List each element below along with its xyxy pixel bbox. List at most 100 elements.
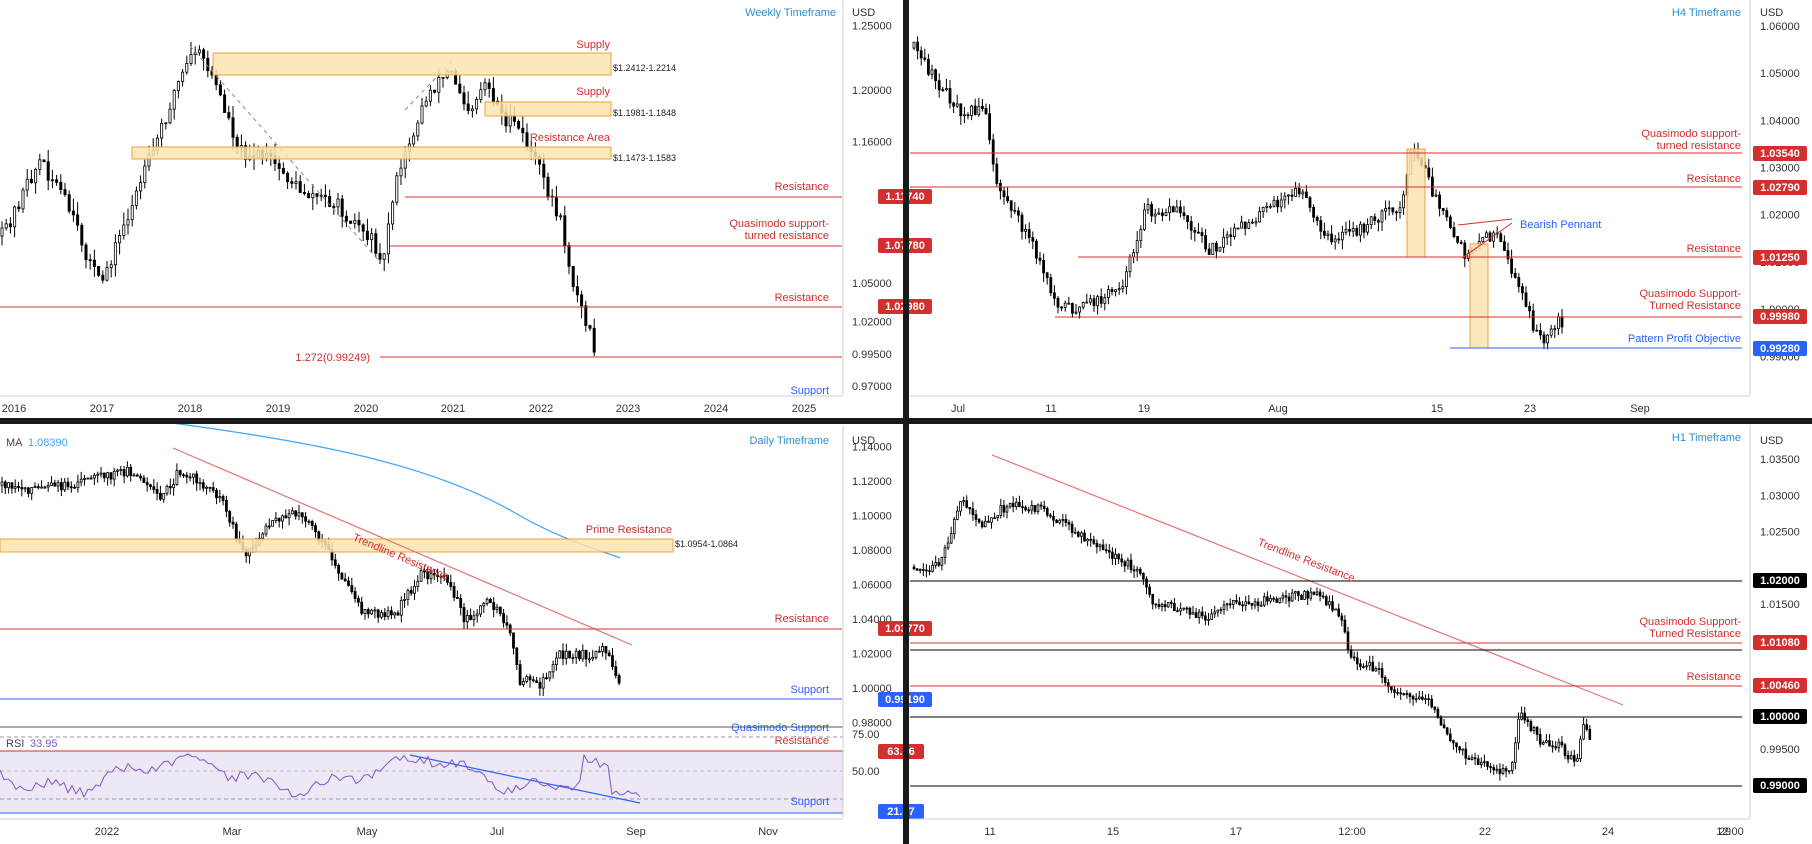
candle-body [1560, 316, 1564, 328]
candle-body [1081, 302, 1085, 308]
candle-body [541, 677, 545, 689]
candle-body [462, 607, 466, 623]
candle-body [287, 513, 291, 519]
candle-body [437, 77, 441, 93]
candle-body [1504, 768, 1508, 772]
candle-body [984, 108, 988, 115]
candle-body [337, 564, 341, 574]
daily-quasimodo-cut-label: Quasimodo Support [731, 722, 829, 734]
candle-body [1058, 519, 1062, 524]
candle-body [1456, 236, 1459, 243]
candle-body [1557, 741, 1561, 749]
candle-body [912, 41, 916, 49]
candle-body [420, 105, 424, 124]
candle-body [1511, 762, 1514, 772]
candle-body [271, 520, 275, 527]
candle-body [1359, 663, 1362, 667]
candle-body [1071, 302, 1074, 314]
daily-prime-range: $1.0954-1.0864 [675, 539, 738, 549]
candle-body [1166, 602, 1170, 608]
candle-body [1476, 758, 1480, 765]
rsi-line [0, 753, 641, 799]
candle-body [1232, 600, 1235, 605]
candle-body [126, 466, 129, 477]
candle-body [1326, 233, 1330, 236]
candle-body [1186, 215, 1189, 222]
candle-body [1373, 216, 1377, 221]
candle-body [1173, 602, 1176, 612]
h1-price-tag-5: 0.99000 [1760, 780, 1800, 792]
candle-body [1275, 598, 1279, 603]
candle-body [470, 108, 474, 112]
candle-body [409, 590, 413, 594]
candle-body [1129, 559, 1133, 571]
candle-body [1464, 748, 1468, 759]
candle-body [1101, 544, 1105, 551]
candle-body [267, 525, 271, 528]
candle-body [149, 484, 152, 488]
candle-body [965, 500, 968, 508]
candle-body [3, 481, 7, 489]
candle-body [916, 41, 919, 52]
daily-time-ticks: 2022 Mar May Jul Sep Nov [95, 826, 779, 838]
candle-body [1427, 167, 1431, 178]
daily-ma-line [149, 419, 621, 559]
candle-body [1563, 744, 1567, 756]
rsi-value: 33.95 [30, 738, 58, 750]
h1-resistance-label: Resistance [1687, 671, 1741, 683]
candle-body [1135, 568, 1139, 572]
candle-body [1452, 740, 1455, 744]
candle-body [563, 215, 567, 246]
daily-support-label: Support [790, 684, 829, 696]
candle-body [588, 658, 591, 661]
h1-price-tag-3: 1.00460 [1760, 680, 1800, 692]
candle-body [1566, 754, 1570, 760]
time-tick-label: 17 [1230, 826, 1242, 838]
candle-body [1135, 240, 1139, 254]
candle-body [436, 574, 440, 578]
candle-body [1033, 505, 1037, 512]
h4-time-ticks: Jul 11 19 Aug 15 23 Sep [951, 403, 1650, 415]
h1-price-tag-1-bg [1753, 573, 1807, 588]
candle-body [449, 581, 453, 587]
candle-body [1391, 207, 1395, 213]
candle-body [1265, 205, 1269, 208]
candle-body [1049, 277, 1053, 294]
candle-body [1588, 728, 1592, 741]
candle-body [1005, 506, 1009, 513]
price-tick-label: 1.06000 [1760, 21, 1800, 33]
candle-body [1107, 289, 1110, 299]
candle-body [959, 501, 962, 512]
candle-body [297, 512, 301, 517]
candle-body [495, 606, 499, 610]
h4-pole-zone [1406, 148, 1426, 258]
candle-body [1070, 523, 1074, 533]
candle-body [1225, 603, 1229, 606]
candle-body [1132, 252, 1135, 258]
weekly-quasimodo-label-2: turned resistance [745, 230, 829, 242]
candle-body [446, 574, 449, 583]
h1-price-tag-2: 1.01080 [1760, 637, 1800, 649]
candle-body [491, 88, 495, 102]
candle-body [1188, 607, 1192, 615]
candle-body [403, 598, 407, 601]
rsi-tick-75: 75.00 [852, 729, 880, 741]
price-tick-label: 1.05000 [1760, 68, 1800, 80]
price-tick-label: 1.06000 [852, 580, 892, 592]
time-tick-label: May [357, 826, 378, 838]
candle-body [1421, 696, 1424, 700]
candle-body [1297, 591, 1300, 596]
price-tick-label: 1.04000 [1760, 115, 1800, 127]
candle-body [1027, 229, 1031, 239]
candle-body [1160, 604, 1164, 608]
horizontal-divider[interactable] [0, 418, 1812, 424]
candle-body [1341, 231, 1344, 241]
candle-body [1328, 601, 1331, 606]
candle-body [143, 165, 147, 184]
candle-body [940, 557, 944, 566]
daily-ma-value: 1.08390 [28, 437, 68, 449]
candle-body [281, 515, 284, 522]
candle-body [1433, 706, 1437, 710]
candle-body [584, 649, 588, 660]
price-tick-label: 1.14000 [852, 442, 892, 454]
